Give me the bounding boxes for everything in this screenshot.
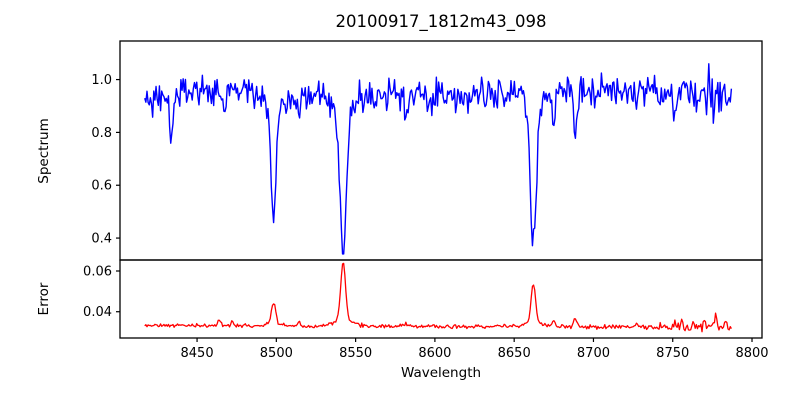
y-tick-label: 0.6 bbox=[91, 179, 112, 194]
x-tick-label: 8700 bbox=[577, 346, 610, 361]
x-tick-label: 8550 bbox=[339, 346, 372, 361]
error-panel-frame bbox=[119, 259, 763, 339]
y-tick-label: 1.0 bbox=[91, 73, 112, 88]
data-lines bbox=[144, 63, 733, 333]
spectrum-panel-frame bbox=[119, 40, 763, 261]
figure-title: 20100917_1812m43_098 bbox=[335, 12, 546, 32]
y-axis-label-spectrum: Spectrum bbox=[36, 118, 52, 183]
y-tick-label: 0.04 bbox=[83, 305, 112, 320]
spectrum-line bbox=[144, 63, 733, 255]
x-tick-label: 8500 bbox=[260, 346, 293, 361]
x-tick-label: 8750 bbox=[656, 346, 689, 361]
axis-ticks: 8450 8500 8550 8600 8650 8700 8750 8800 0.4 0.6 0.… bbox=[83, 73, 769, 361]
x-tick-label: 8800 bbox=[735, 346, 768, 361]
y-axis-label-error: Error bbox=[36, 282, 52, 315]
y-tick-label: 0.4 bbox=[91, 232, 112, 247]
error-line bbox=[144, 262, 732, 333]
y-tick-label: 0.8 bbox=[91, 126, 112, 141]
x-tick-label: 8650 bbox=[498, 346, 531, 361]
x-axis-label: Wavelength bbox=[401, 365, 481, 381]
y-tick-label: 0.06 bbox=[83, 264, 112, 279]
x-tick-label: 8600 bbox=[418, 346, 451, 361]
x-tick-label: 8450 bbox=[181, 346, 214, 361]
